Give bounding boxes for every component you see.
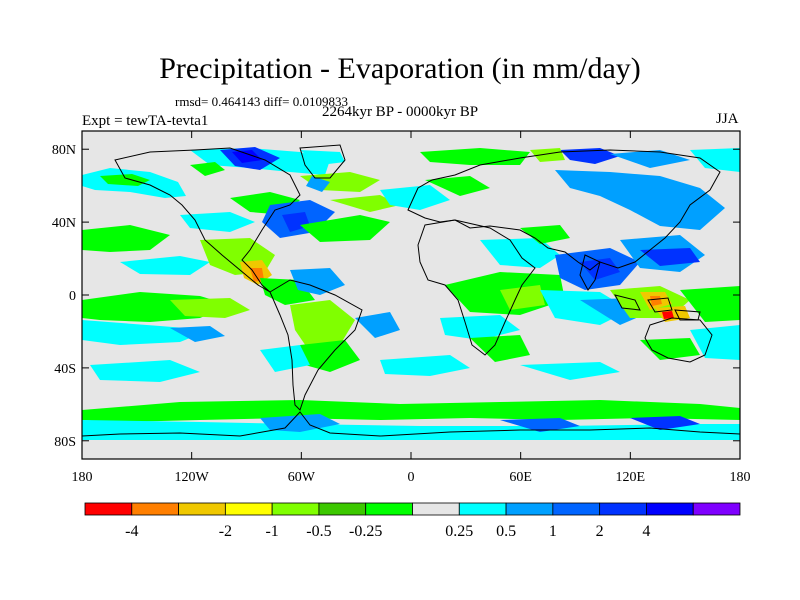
colorbar-swatch xyxy=(599,502,647,516)
anomaly-patch xyxy=(640,338,700,360)
coastline-australia xyxy=(644,317,713,363)
colorbar-label: 2 xyxy=(596,523,604,540)
anomaly-patch xyxy=(82,320,210,345)
anomaly-patch xyxy=(232,150,262,163)
colorbar-swatch xyxy=(646,502,694,516)
plot-title: Precipitation - Evaporation (in mm/day) xyxy=(159,52,641,85)
colorbar-swatch xyxy=(412,502,460,516)
anomaly-patch xyxy=(170,298,250,318)
anomaly-patch xyxy=(520,225,570,244)
colorbar-swatch xyxy=(178,502,226,516)
colorbar-swatch xyxy=(458,502,507,516)
anomaly-patch xyxy=(690,148,740,172)
colorbar-swatch xyxy=(84,502,133,516)
coastline-africa xyxy=(417,219,536,356)
anomaly-patch xyxy=(500,418,580,432)
anomaly-patch xyxy=(260,345,310,372)
anomaly-patch xyxy=(630,416,700,430)
coastline-eurasia xyxy=(407,149,721,271)
experiment-label: Expt = tewTA-tevta1 xyxy=(82,113,209,129)
anomaly-patch xyxy=(560,148,620,164)
latitude-axis: 80N 40N 0 40S 80S xyxy=(52,143,740,450)
coastline-india xyxy=(579,254,601,291)
anomaly-patch xyxy=(380,355,470,376)
lon-tick-label: 0 xyxy=(408,470,415,485)
colorbar-label: -1 xyxy=(265,523,278,540)
colorbar-label: -4 xyxy=(125,523,138,540)
anomaly-patch xyxy=(380,185,450,210)
colorbar-label: -2 xyxy=(219,523,232,540)
longitude-axis: 180 120W 60W 0 60E 120E 180 xyxy=(72,131,751,485)
colorbar-swatch xyxy=(692,502,741,516)
anomaly-patch xyxy=(100,174,150,186)
anomaly-patch xyxy=(90,360,200,382)
anomaly-patch xyxy=(260,414,340,432)
lat-tick-label: 0 xyxy=(69,289,76,304)
colorbar-label: 0.5 xyxy=(496,523,516,540)
anomaly-patch xyxy=(170,326,225,342)
rmsd-diff-stats: rmsd= 0.464143 diff= 0.0109833 xyxy=(175,94,348,109)
anomaly-patch xyxy=(290,300,355,352)
anomaly-patch xyxy=(680,286,740,322)
coastline-maritime xyxy=(614,294,701,321)
season-label: JJA xyxy=(716,111,739,127)
map-frame-group: 80N 40N 0 40S 80S 180 120W 60W 0 60E 120E 180 xyxy=(52,130,751,485)
anomaly-patch xyxy=(425,176,490,196)
coastline-north-america xyxy=(114,147,301,293)
anomaly-patch xyxy=(82,400,740,422)
colorbar-swatch xyxy=(365,502,413,516)
anomaly-patch xyxy=(555,170,725,230)
anomaly-patch xyxy=(120,256,210,275)
anomaly-patch xyxy=(190,162,225,176)
lat-tick-label: 80S xyxy=(54,435,76,450)
anomaly-patch xyxy=(300,150,345,165)
anomaly-patch xyxy=(480,238,560,268)
colorbar-swatch xyxy=(505,502,554,516)
colorbar: -4 -2 -1 -0.5 -0.25 0.25 0.5 1 2 4 xyxy=(84,502,741,540)
anomaly-patch xyxy=(355,312,400,338)
anomaly-patch xyxy=(290,268,345,295)
time-period-label: 2264kyr BP - 0000kyr BP xyxy=(321,104,479,120)
colorbar-label: -0.5 xyxy=(306,523,331,540)
colorbar-swatch xyxy=(318,502,367,516)
colorbar-swatch xyxy=(224,502,273,516)
coastline-greenland xyxy=(299,144,346,179)
anomaly-patch xyxy=(690,325,740,360)
coastline-south-america xyxy=(269,279,363,411)
coastlines xyxy=(82,144,740,437)
anomaly-patch xyxy=(520,362,620,380)
colorbar-swatch xyxy=(552,502,601,516)
anomaly-patch xyxy=(580,258,620,280)
anomaly-patch xyxy=(330,195,400,212)
lat-tick-label: 40N xyxy=(52,216,76,231)
anomaly-patch xyxy=(500,285,545,310)
lat-tick-label: 80N xyxy=(52,143,76,158)
lon-tick-label: 180 xyxy=(72,470,93,485)
lat-tick-label: 40S xyxy=(54,362,76,377)
lon-tick-label: 180 xyxy=(730,470,751,485)
anomaly-patch xyxy=(610,150,690,168)
lon-tick-label: 120E xyxy=(616,470,646,485)
colorbar-label: 1 xyxy=(549,523,557,540)
anomaly-patch xyxy=(470,335,530,362)
colorbar-label: -0.25 xyxy=(349,523,382,540)
anomaly-patch xyxy=(530,148,565,162)
lon-tick-label: 60E xyxy=(509,470,532,485)
coastline-antarctica xyxy=(82,411,740,437)
anomaly-patch xyxy=(306,176,330,192)
colorbar-label: 4 xyxy=(642,523,650,540)
lon-tick-label: 120W xyxy=(175,470,210,485)
lon-tick-label: 60W xyxy=(288,470,316,485)
colorbar-swatch xyxy=(271,502,320,516)
colorbar-label: 0.25 xyxy=(445,523,473,540)
anomaly-patch xyxy=(662,311,674,319)
anomaly-patch xyxy=(640,248,700,266)
colorbar-swatch xyxy=(131,502,179,516)
anomaly-patch xyxy=(300,215,390,242)
anomaly-patch xyxy=(82,225,170,252)
